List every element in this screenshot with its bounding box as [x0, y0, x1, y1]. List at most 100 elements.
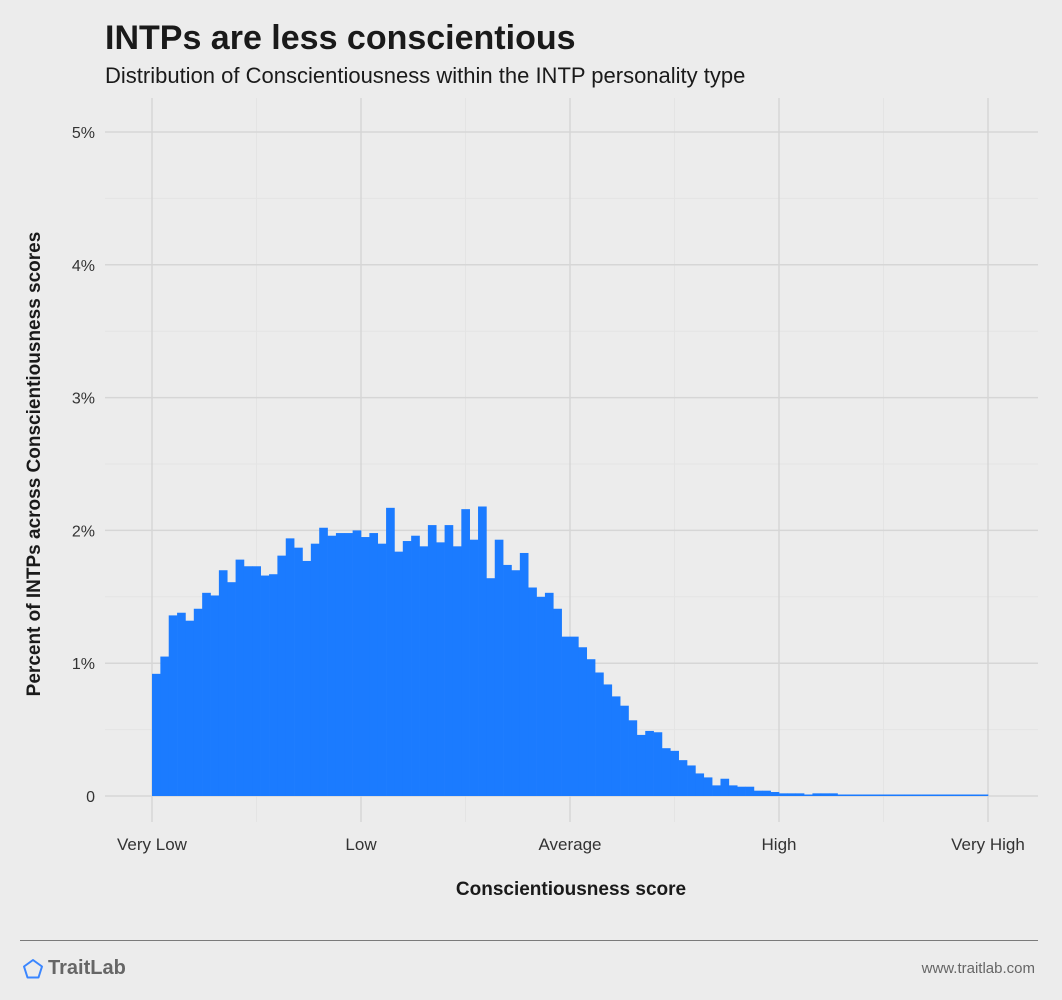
histogram-bar: [285, 538, 295, 796]
footer-divider: [20, 940, 1038, 941]
histogram-bar: [519, 552, 529, 796]
histogram-bar: [695, 773, 705, 796]
histogram-bar: [670, 750, 679, 796]
histogram-bar: [804, 794, 813, 796]
histogram-bar: [402, 541, 412, 796]
histogram-bar: [152, 673, 161, 796]
histogram-bar: [160, 656, 170, 796]
histogram-bar: [929, 794, 939, 796]
histogram-bar: [503, 564, 512, 796]
x-tick-label: Low: [345, 835, 377, 854]
histogram-bar: [762, 790, 771, 796]
histogram-bar: [260, 575, 270, 796]
histogram-bar: [235, 559, 245, 796]
histogram-bar: [570, 636, 579, 796]
histogram-bar: [335, 533, 345, 796]
histogram-bar: [361, 537, 370, 796]
histogram-bar: [946, 794, 955, 796]
histogram-bar: [394, 551, 404, 796]
histogram-bar: [820, 793, 830, 796]
histogram-bar: [469, 539, 479, 796]
histogram-bar: [369, 533, 379, 796]
histogram-bar: [478, 506, 487, 796]
histogram-bar: [544, 592, 554, 796]
histogram-bar: [553, 608, 562, 796]
histogram-bar: [745, 786, 755, 796]
histogram-bar: [770, 792, 780, 796]
site-url[interactable]: www.traitlab.com: [921, 960, 1035, 977]
histogram-bar: [620, 705, 629, 796]
histogram-bar: [954, 794, 964, 796]
histogram-bar: [452, 546, 462, 796]
histogram-bar: [854, 794, 863, 796]
chart-title: INTPs are less conscientious: [105, 19, 576, 57]
histogram-bar: [202, 592, 211, 796]
histogram-bar: [720, 778, 730, 796]
histogram-bar: [486, 578, 496, 796]
histogram-bar: [879, 794, 888, 796]
histogram-bar: [294, 547, 303, 796]
y-tick-label: 0: [86, 789, 95, 806]
histogram-bar: [611, 696, 621, 796]
histogram-bar: [177, 612, 186, 796]
histogram-bar: [837, 794, 847, 796]
histogram-chart: 0 1% 2% 3% 4% 5% Very Low Low Average High Very Hi…: [24, 98, 1038, 900]
histogram-bar: [971, 794, 980, 796]
histogram-bar: [753, 790, 763, 796]
histogram-bar: [862, 794, 872, 796]
axis-labels: 0 1% 2% 3% 4% 5% Very Low Low Average High Very Hi…: [24, 125, 1025, 900]
histogram-bar: [193, 608, 203, 796]
y-tick-label: 3%: [72, 391, 95, 408]
histogram-bar: [912, 794, 922, 796]
pentagon-logo-icon: [23, 958, 43, 978]
histogram-bar: [277, 555, 287, 796]
histogram-bar: [494, 539, 504, 796]
histogram-bar: [962, 794, 972, 796]
histogram-bar: [461, 509, 470, 796]
histogram-bar: [511, 570, 521, 796]
histogram-bar: [870, 794, 880, 796]
y-axis-title: Percent of INTPs across Conscientiousnes…: [24, 232, 45, 697]
histogram-bar: [887, 794, 897, 796]
histogram-bar: [787, 793, 797, 796]
histogram-bar: [352, 530, 362, 796]
histogram-bar: [795, 793, 805, 796]
histogram-bar: [319, 527, 328, 796]
histogram-bar: [595, 672, 604, 796]
histogram-bar: [645, 730, 654, 796]
y-tick-label: 5%: [72, 125, 95, 142]
histogram-bar: [829, 793, 838, 796]
histogram-bar: [921, 794, 930, 796]
histogram-bar: [427, 525, 437, 796]
histogram-bar: [578, 647, 588, 796]
histogram-bar: [653, 732, 663, 796]
histogram-bar: [603, 684, 613, 796]
x-tick-label: Very Low: [117, 835, 188, 854]
x-tick-label: Very High: [951, 835, 1025, 854]
histogram-bar: [243, 566, 253, 796]
brand-logo[interactable]: TraitLab: [22, 957, 126, 980]
histogram-bar: [687, 765, 696, 796]
histogram-bar: [737, 786, 746, 796]
histogram-bar: [436, 542, 445, 796]
histogram-bar: [536, 596, 546, 796]
x-tick-label: High: [762, 835, 797, 854]
histogram-bar: [628, 720, 638, 796]
histogram-bar: [845, 794, 855, 796]
x-tick-label: Average: [538, 835, 601, 854]
histogram-bar: [561, 636, 571, 796]
chart-subtitle: Distribution of Conscientiousness within…: [105, 63, 746, 88]
histogram-bar: [185, 620, 195, 796]
histogram-bar: [419, 546, 429, 796]
histogram-bars: [152, 506, 989, 796]
histogram-bar: [678, 760, 688, 796]
histogram-bar: [444, 525, 454, 796]
histogram-bar: [636, 734, 646, 796]
histogram-bar: [327, 535, 337, 796]
histogram-bar: [302, 560, 312, 796]
histogram-bar: [703, 777, 713, 796]
histogram-bar: [168, 615, 178, 796]
histogram-bar: [252, 566, 261, 796]
histogram-bar: [344, 533, 353, 796]
histogram-bar: [310, 543, 320, 796]
